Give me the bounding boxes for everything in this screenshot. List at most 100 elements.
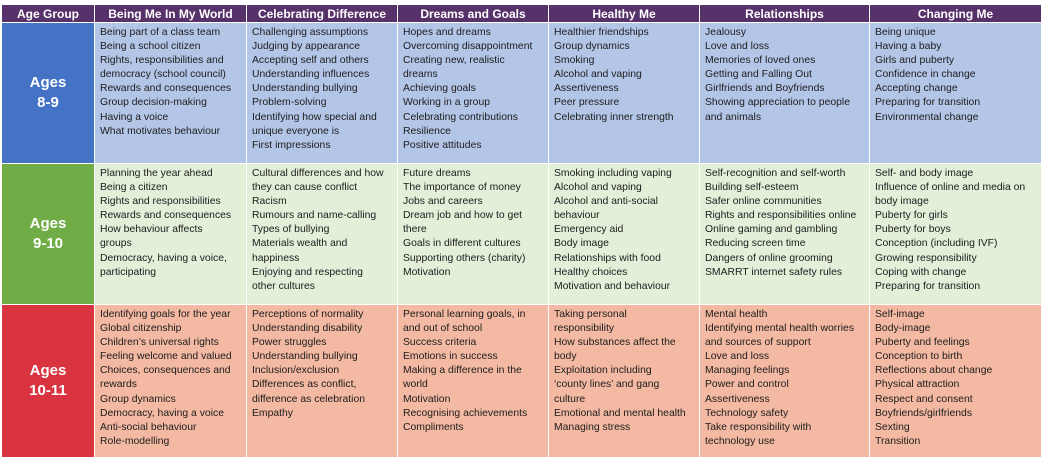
topic-line: Accepting change bbox=[875, 83, 958, 95]
topic-line: How substances affect the bbox=[554, 337, 676, 349]
topic-line: Choices, consequences and bbox=[100, 365, 231, 377]
topic-cell-changing-me: Being unique Having a baby Girls and puber… bbox=[869, 22, 1042, 164]
topic-line: rewards bbox=[100, 379, 137, 391]
age-group-label: 10-11 bbox=[29, 382, 67, 399]
header-row: Age Group Being Me In My World Celebrati… bbox=[1, 4, 1042, 23]
topic-line: Peer pressure bbox=[554, 97, 620, 109]
topic-line: Girls and puberty bbox=[875, 55, 955, 67]
topic-line: Motivation bbox=[403, 393, 451, 405]
topic-line: Having a baby bbox=[875, 41, 942, 53]
topic-cell-relationships: Jealousy Love and loss Memories of loved o… bbox=[699, 22, 870, 164]
topic-line: Democracy, having a voice bbox=[100, 407, 224, 419]
topic-line: Emotional and mental health bbox=[554, 407, 686, 419]
topic-line: Empathy bbox=[252, 407, 294, 419]
topic-line: participating bbox=[100, 266, 157, 278]
topic-line: Success criteria bbox=[403, 337, 477, 349]
topic-cell-healthy-me: Smoking including vaping Alcohol and vapi… bbox=[548, 163, 700, 305]
topic-line: there bbox=[403, 224, 427, 236]
topic-cell-changing-me: Self-image Body-image Puberty and feelings… bbox=[869, 304, 1042, 458]
topic-line: Taking personal bbox=[554, 309, 627, 320]
topic-line: Self-recognition and self-worth bbox=[705, 168, 846, 179]
topic-line: Reflections about change bbox=[875, 365, 993, 377]
topic-line: Children’s universal rights bbox=[100, 337, 219, 349]
topic-line: Environmental change bbox=[875, 111, 979, 123]
topic-line: Rewards and consequences bbox=[100, 210, 232, 222]
topic-line: Overcoming disappointment bbox=[403, 41, 533, 53]
topic-line: Being a citizen bbox=[100, 182, 168, 194]
topic-line: Self-image bbox=[875, 309, 925, 320]
topic-line: democracy (school council) bbox=[100, 69, 226, 81]
topic-line: Types of bullying bbox=[252, 224, 330, 236]
topic-line: Problem-solving bbox=[252, 97, 327, 109]
age-group-label: Ages bbox=[29, 362, 67, 379]
topic-line: Body-image bbox=[875, 323, 931, 335]
topic-line: Celebrating inner strength bbox=[554, 111, 674, 123]
topic-line: Relationships with food bbox=[554, 252, 661, 264]
topic-line: Identifying goals for the year bbox=[100, 309, 231, 320]
topic-line: Accepting self and others bbox=[252, 55, 369, 67]
topic-line: Enjoying and respecting bbox=[252, 266, 363, 278]
topic-line: difference as celebration bbox=[252, 393, 366, 405]
topic-cell-relationships: Self-recognition and self-worth Building … bbox=[699, 163, 870, 305]
topic-line: and animals bbox=[705, 111, 762, 123]
topic-line: Achieving goals bbox=[403, 83, 476, 95]
topic-line: Puberty and feelings bbox=[875, 337, 970, 349]
topic-line: Being unique bbox=[875, 27, 936, 38]
topic-line: Positive attitudes bbox=[403, 139, 482, 151]
topic-line: Future dreams bbox=[403, 168, 471, 179]
topic-line: Dangers of online grooming bbox=[705, 252, 833, 264]
topic-line: Healthy choices bbox=[554, 266, 628, 278]
topic-line: Love and loss bbox=[705, 351, 770, 363]
topic-line: Alcohol and anti-social bbox=[554, 196, 658, 208]
topic-line: groups bbox=[100, 238, 132, 250]
topic-line: Judging by appearance bbox=[252, 41, 361, 53]
topic-line: Technology safety bbox=[705, 407, 789, 419]
topic-line: Exploitation including bbox=[554, 365, 652, 377]
age-group-cell: Ages 10-11 bbox=[1, 304, 95, 458]
topic-line: Cultural differences and how bbox=[252, 168, 384, 179]
topic-line: Reducing screen time bbox=[705, 238, 806, 250]
topic-line: Group dynamics bbox=[100, 393, 176, 405]
topic-line: Building self-esteem bbox=[705, 182, 799, 194]
topic-line: Preparing for transition bbox=[875, 280, 981, 292]
topic-line: Making a difference in the bbox=[403, 365, 522, 377]
header-being-me: Being Me In My World bbox=[94, 4, 247, 23]
topic-line: Materials wealth and bbox=[252, 238, 348, 250]
topic-line: Puberty for girls bbox=[875, 210, 948, 222]
topic-cell-celebrating-difference: Cultural differences and how they can cau… bbox=[246, 163, 398, 305]
topic-line: culture bbox=[554, 393, 586, 405]
topic-line: responsibility bbox=[554, 323, 615, 335]
topic-line: Mental health bbox=[705, 309, 768, 320]
topic-line: Planning the year ahead bbox=[100, 168, 213, 179]
topic-line: ‘county lines’ and gang bbox=[554, 379, 660, 391]
age-group-cell: Ages 9-10 bbox=[1, 163, 95, 305]
topic-line: technology use bbox=[705, 435, 775, 447]
topic-line: Take responsibility with bbox=[705, 421, 812, 433]
table-row: Ages 10-11 Identifying goals for the year G… bbox=[1, 304, 1042, 458]
topic-line: Smoking including vaping bbox=[554, 168, 672, 179]
header-celebrating-difference: Celebrating Difference bbox=[246, 4, 398, 23]
topic-line: Emergency aid bbox=[554, 224, 624, 236]
topic-line: Challenging assumptions bbox=[252, 27, 369, 38]
topic-line: Online gaming and gambling bbox=[705, 224, 838, 236]
topic-line: Understanding influences bbox=[252, 69, 370, 81]
topic-line: Sexting bbox=[875, 421, 910, 433]
topic-line: Working in a group bbox=[403, 97, 491, 109]
topic-line: they can cause conflict bbox=[252, 182, 358, 194]
topic-line: Recognising achievements bbox=[403, 407, 528, 419]
topic-line: Getting and Falling Out bbox=[705, 69, 812, 81]
topic-cell-being-me: Being part of a class team Being a school… bbox=[94, 22, 247, 164]
topic-line: Love and loss bbox=[705, 41, 770, 53]
topic-line: behaviour bbox=[554, 210, 600, 222]
topic-line: Managing stress bbox=[554, 421, 631, 433]
topic-line: Power struggles bbox=[252, 337, 327, 349]
topic-line: Healthier friendships bbox=[554, 27, 649, 38]
topic-line: Identifying mental health worries bbox=[705, 323, 855, 335]
topic-line: Perceptions of normality bbox=[252, 309, 364, 320]
topic-line: Understanding bullying bbox=[252, 351, 358, 363]
header-healthy-me: Healthy Me bbox=[548, 4, 700, 23]
curriculum-table: Age Group Being Me In My World Celebrati… bbox=[1, 4, 1042, 458]
topic-line: Resilience bbox=[403, 125, 451, 137]
age-group-cell: Ages 8-9 bbox=[1, 22, 95, 164]
topic-line: body bbox=[554, 351, 577, 363]
